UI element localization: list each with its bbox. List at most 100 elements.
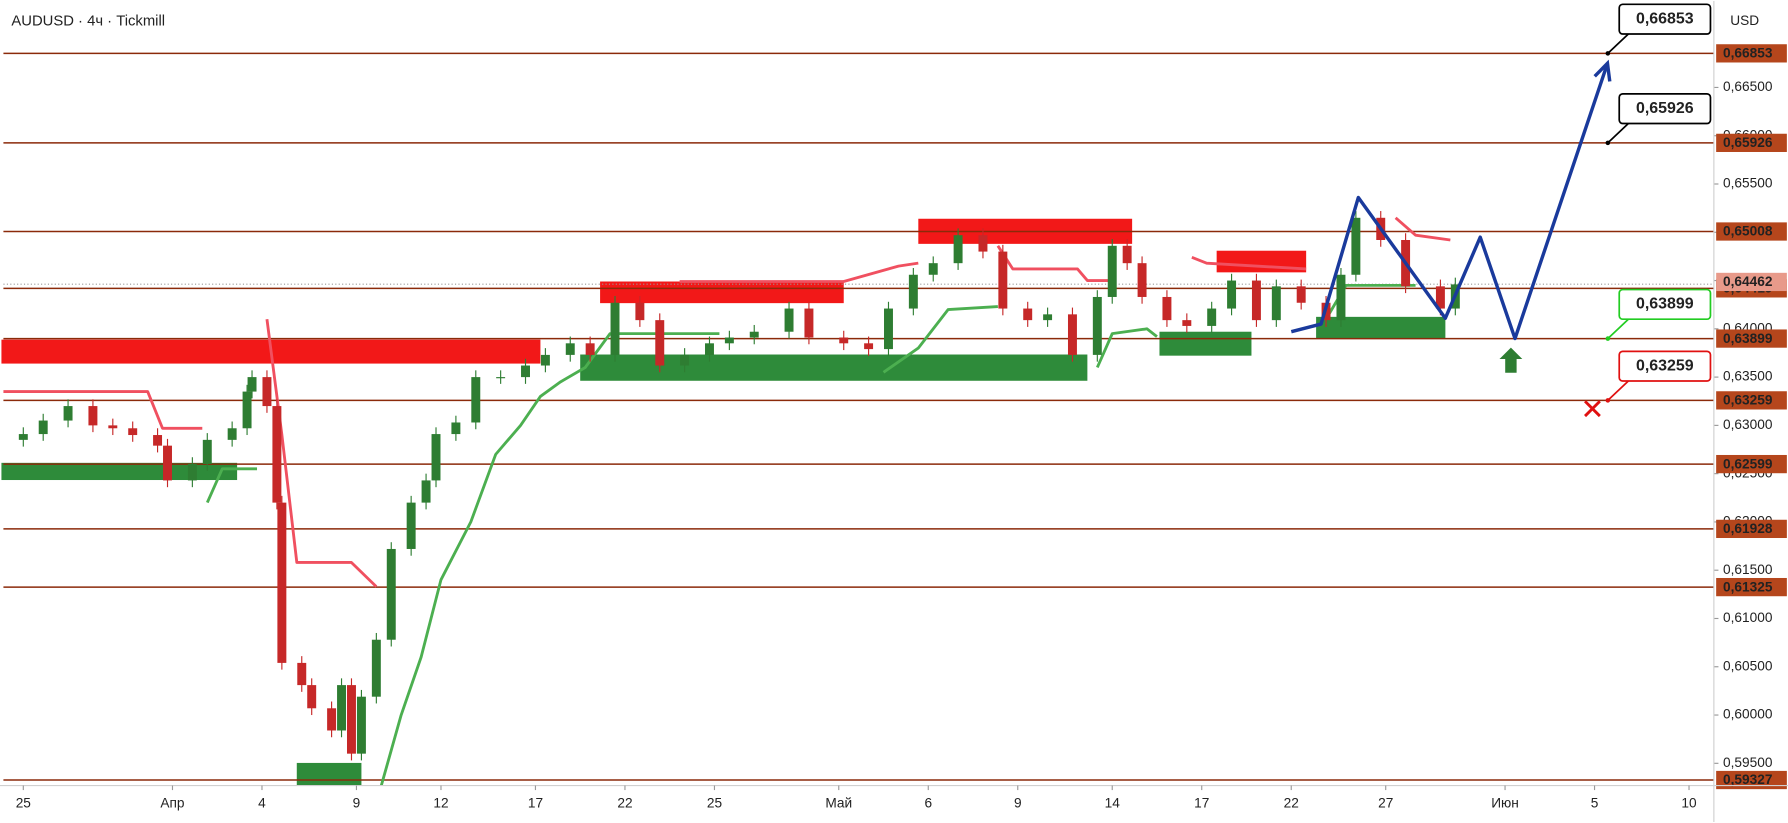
candle-body: [1251, 280, 1261, 321]
candle-body: [521, 365, 530, 378]
level-price-label: 0,65008: [1723, 224, 1773, 239]
candle-body: [1207, 308, 1217, 326]
level-price-tag: [1716, 391, 1787, 410]
candle-body: [680, 354, 690, 366]
x-tick-label: Июн: [1491, 795, 1519, 810]
candle-body: [406, 502, 416, 549]
current-price-tag: [1716, 272, 1787, 292]
cross-mark: [1584, 400, 1601, 418]
candle-body: [1122, 245, 1132, 264]
candle-body: [655, 320, 665, 366]
x-tick-label: Апр: [160, 795, 185, 810]
candle-body: [297, 662, 307, 686]
x-tick-label: 27: [1378, 795, 1393, 810]
current-price-label: 0,64462: [1723, 274, 1773, 289]
supertrend-line: [3, 216, 1451, 588]
candle-body: [1067, 314, 1077, 355]
callout-label: 0,66853: [1636, 10, 1694, 27]
candle-body: [540, 354, 550, 366]
level-price-label: 0,61928: [1723, 521, 1773, 536]
level-price-tag: [1716, 222, 1787, 241]
x-tick-label: 17: [528, 795, 543, 810]
candle-body: [327, 708, 337, 731]
y-tick-label: 0,63500: [1723, 369, 1773, 384]
x-tick-label: 10: [1681, 795, 1697, 810]
callout-box: [1618, 288, 1712, 321]
candle-body: [496, 377, 506, 379]
callout-pointer: [1607, 33, 1629, 54]
candle-body: [471, 377, 481, 423]
candle-body: [153, 435, 163, 446]
candle-body: [908, 274, 918, 309]
callout-label: 0,65926: [1636, 100, 1694, 117]
candle-body: [108, 425, 118, 429]
candle-body: [242, 391, 252, 429]
level-price-label: 0,65926: [1723, 135, 1773, 150]
candle-body: [272, 406, 282, 503]
level-price-tag: [1716, 133, 1787, 152]
x-tick-label: 25: [16, 795, 32, 810]
candle-body: [277, 502, 287, 663]
y-tick-label: 0,61000: [1723, 610, 1773, 625]
candle-body: [187, 464, 197, 481]
candle-body: [337, 685, 347, 731]
callout-pointer: [1607, 380, 1629, 401]
callout-label: 0,63259: [1636, 357, 1694, 374]
x-tick-label: 25: [707, 795, 723, 810]
supertrend-line: [206, 283, 1416, 786]
candle-body: [928, 263, 938, 275]
x-tick-label: 5: [1591, 795, 1599, 810]
callout-dot: [1605, 51, 1611, 56]
candle-body: [421, 480, 431, 503]
candle-body: [1137, 263, 1147, 297]
x-tick-label: 9: [353, 795, 361, 810]
callout-dot: [1605, 140, 1611, 146]
level-price-tag: [1716, 519, 1787, 539]
candle-body: [128, 428, 138, 436]
zone: [580, 354, 1088, 381]
candle-body: [202, 439, 212, 465]
callout-box: [1618, 350, 1712, 382]
callout-pointer: [1607, 318, 1629, 340]
candle-body: [38, 420, 48, 435]
candle-body: [1296, 286, 1306, 303]
x-tick-label: 9: [1014, 795, 1022, 810]
candle-body: [635, 302, 645, 321]
zone: [600, 281, 844, 304]
candle-body: [307, 685, 317, 709]
candle-body: [585, 343, 595, 355]
level-price-tag: [1716, 454, 1787, 474]
y-tick-label: 0,61500: [1723, 562, 1773, 577]
candle-body: [864, 343, 874, 350]
level-price-label: 0,66853: [1723, 46, 1773, 61]
callout-box: [1618, 92, 1712, 125]
x-tick-label: 17: [1194, 795, 1209, 810]
candle-body: [451, 422, 461, 435]
candle-body: [884, 308, 893, 350]
candle-body: [1271, 286, 1281, 321]
projection-path: [1290, 62, 1610, 341]
zone: [1, 462, 238, 481]
candle-body: [565, 343, 575, 355]
callout-pointer: [1607, 122, 1629, 144]
x-tick-label: 22: [617, 795, 632, 810]
candle-body: [262, 377, 272, 407]
level-price-label: 0,62599: [1723, 456, 1773, 471]
candle-body: [63, 406, 73, 421]
candle-body: [1351, 217, 1361, 275]
zone: [296, 762, 362, 786]
candle-body: [1182, 320, 1192, 326]
currency: USD: [1730, 13, 1759, 28]
candle-body: [724, 337, 734, 344]
x-tick-label: 12: [433, 795, 448, 810]
header: AUDUSD · 4ч · Tickmill: [11, 13, 165, 29]
level-price-label: 0,63899: [1723, 331, 1773, 346]
candle-body: [347, 685, 356, 754]
candle-body: [1162, 296, 1172, 321]
candle-body: [705, 343, 714, 355]
callout-label: 0,63899: [1636, 296, 1694, 313]
candle-body: [356, 696, 366, 754]
candle-body: [386, 548, 396, 640]
candle-body: [978, 235, 988, 252]
